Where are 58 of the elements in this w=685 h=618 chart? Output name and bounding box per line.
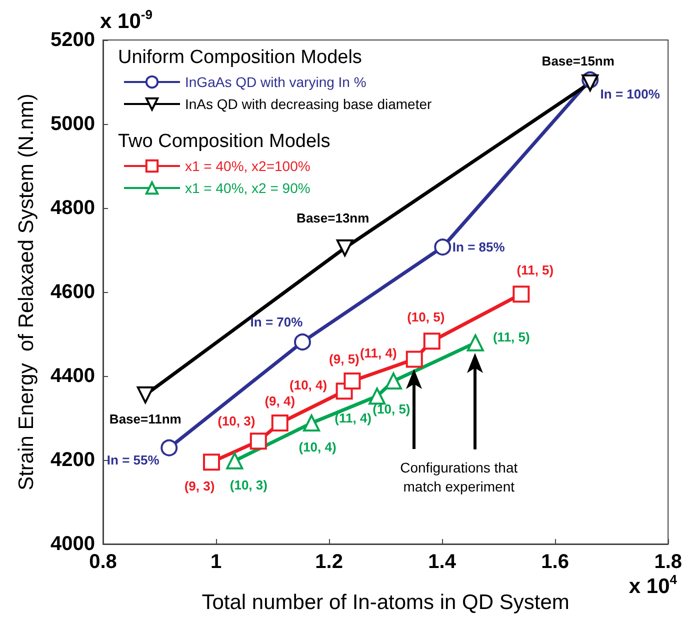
y-axis-title: Strain Energy of Relaxaed System (N.nm) bbox=[15, 94, 38, 490]
y-tick-label: 4600 bbox=[50, 281, 95, 303]
annotation: (10, 3) bbox=[230, 477, 268, 492]
y-tick-label: 5200 bbox=[50, 29, 95, 51]
point bbox=[294, 333, 311, 350]
annotation: (10, 3) bbox=[218, 414, 256, 429]
point bbox=[384, 372, 402, 390]
point bbox=[303, 414, 320, 432]
point bbox=[226, 452, 244, 470]
annotation: (11, 5) bbox=[516, 262, 554, 278]
point bbox=[344, 372, 361, 390]
annotation: (9, 4) bbox=[264, 394, 296, 409]
point bbox=[434, 238, 452, 256]
point bbox=[466, 334, 484, 352]
annotation: (11, 4) bbox=[360, 346, 397, 361]
point bbox=[250, 432, 267, 450]
x-axis-title: Total number of In-atoms in QD System bbox=[202, 591, 570, 614]
x-tick-label: 1.2 bbox=[315, 551, 343, 573]
annotation: (9, 5) bbox=[329, 352, 360, 367]
point bbox=[160, 439, 178, 456]
annotation: (10, 5) bbox=[407, 310, 445, 325]
y-tick-label: 4800 bbox=[50, 197, 95, 219]
legend-label: x1 = 40%, x2=100% bbox=[185, 158, 310, 174]
annotation: Uniform Composition Models bbox=[118, 47, 362, 68]
legend-label: InAs QD with decreasing base diameter bbox=[185, 96, 432, 112]
point bbox=[582, 74, 599, 92]
annotation: In = 55% bbox=[106, 452, 160, 468]
point bbox=[203, 454, 220, 471]
annotation: Two Composition Models bbox=[118, 131, 330, 152]
x-tick-label: 1.6 bbox=[541, 551, 569, 573]
point bbox=[423, 332, 440, 350]
point bbox=[336, 239, 354, 256]
y-tick-label: 4400 bbox=[50, 365, 95, 387]
legend-label: x1 = 40%, x2 = 90% bbox=[185, 180, 310, 196]
annotation: (11, 5) bbox=[492, 329, 530, 344]
annotation: (10, 4) bbox=[298, 440, 336, 455]
annotation: In = 85% bbox=[452, 240, 506, 255]
annotation: Base=15nm bbox=[542, 53, 614, 68]
y-tick-label: 5000 bbox=[50, 113, 95, 135]
annotation: In = 70% bbox=[250, 314, 304, 330]
annotation: Base=13nm bbox=[296, 210, 370, 226]
point bbox=[368, 388, 386, 405]
legend-label: InGaAs QD with varying In % bbox=[185, 74, 366, 90]
x-tick-label: 1.8 bbox=[654, 551, 682, 573]
point bbox=[136, 386, 154, 404]
x-tick-label: 1.4 bbox=[428, 551, 457, 573]
point bbox=[271, 414, 288, 432]
annotation: (9, 3) bbox=[184, 478, 215, 494]
point bbox=[406, 350, 423, 368]
point bbox=[512, 286, 530, 303]
annotation: In = 100% bbox=[600, 86, 660, 102]
annotation: (10, 4) bbox=[290, 378, 328, 393]
annotation: (11, 4) bbox=[334, 410, 372, 426]
annotation: (10, 5) bbox=[372, 402, 410, 417]
annotation: Base=11nm bbox=[109, 411, 182, 426]
x-tick-label: 1 bbox=[210, 551, 222, 573]
y-tick-label: 4200 bbox=[50, 449, 95, 471]
annotation: Configurations that match experiment bbox=[400, 460, 518, 495]
